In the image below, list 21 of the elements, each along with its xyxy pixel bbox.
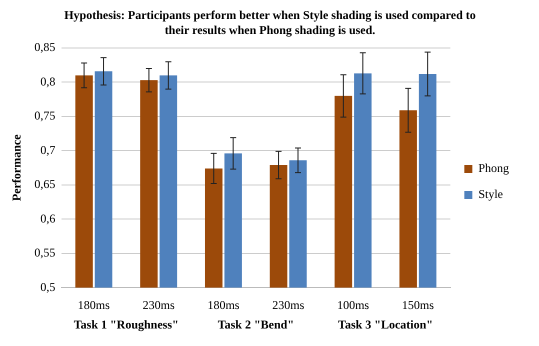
text: Task 2 "Bend" (218, 318, 294, 332)
legend-label: Style (478, 187, 503, 202)
chart-title: Hypothesis: Participants perform better when Style shading is used compared to their results when Phong shading is used. (63, 8, 477, 38)
text: Task 3 "Location" (338, 318, 433, 332)
y-tick-label: 0,55 (34, 246, 56, 260)
y-tick-label: 0,65 (34, 177, 56, 192)
legend-label: Phong (478, 161, 510, 176)
x-tick-label: 150ms (402, 298, 434, 312)
x-tick-label: 230ms (142, 298, 175, 312)
text: Task 1 "Roughness" (74, 318, 179, 332)
x-tick-label: 230ms (272, 298, 305, 312)
y-tick-label: 0,6 (40, 211, 56, 226)
x-tick-label: 180ms (78, 298, 110, 312)
y-tick-label: 0,5 (40, 280, 56, 294)
y-axis-title: Performance (9, 134, 24, 202)
y-tick-label: 0,8 (40, 74, 56, 88)
y-tick-label: 0,7 (40, 142, 56, 157)
y-tick-label: 0,75 (34, 108, 56, 123)
x-tick-label: 100ms (337, 298, 370, 312)
x-tick-label: 180ms (207, 298, 240, 312)
y-tick-label: 0,85 (34, 40, 56, 54)
